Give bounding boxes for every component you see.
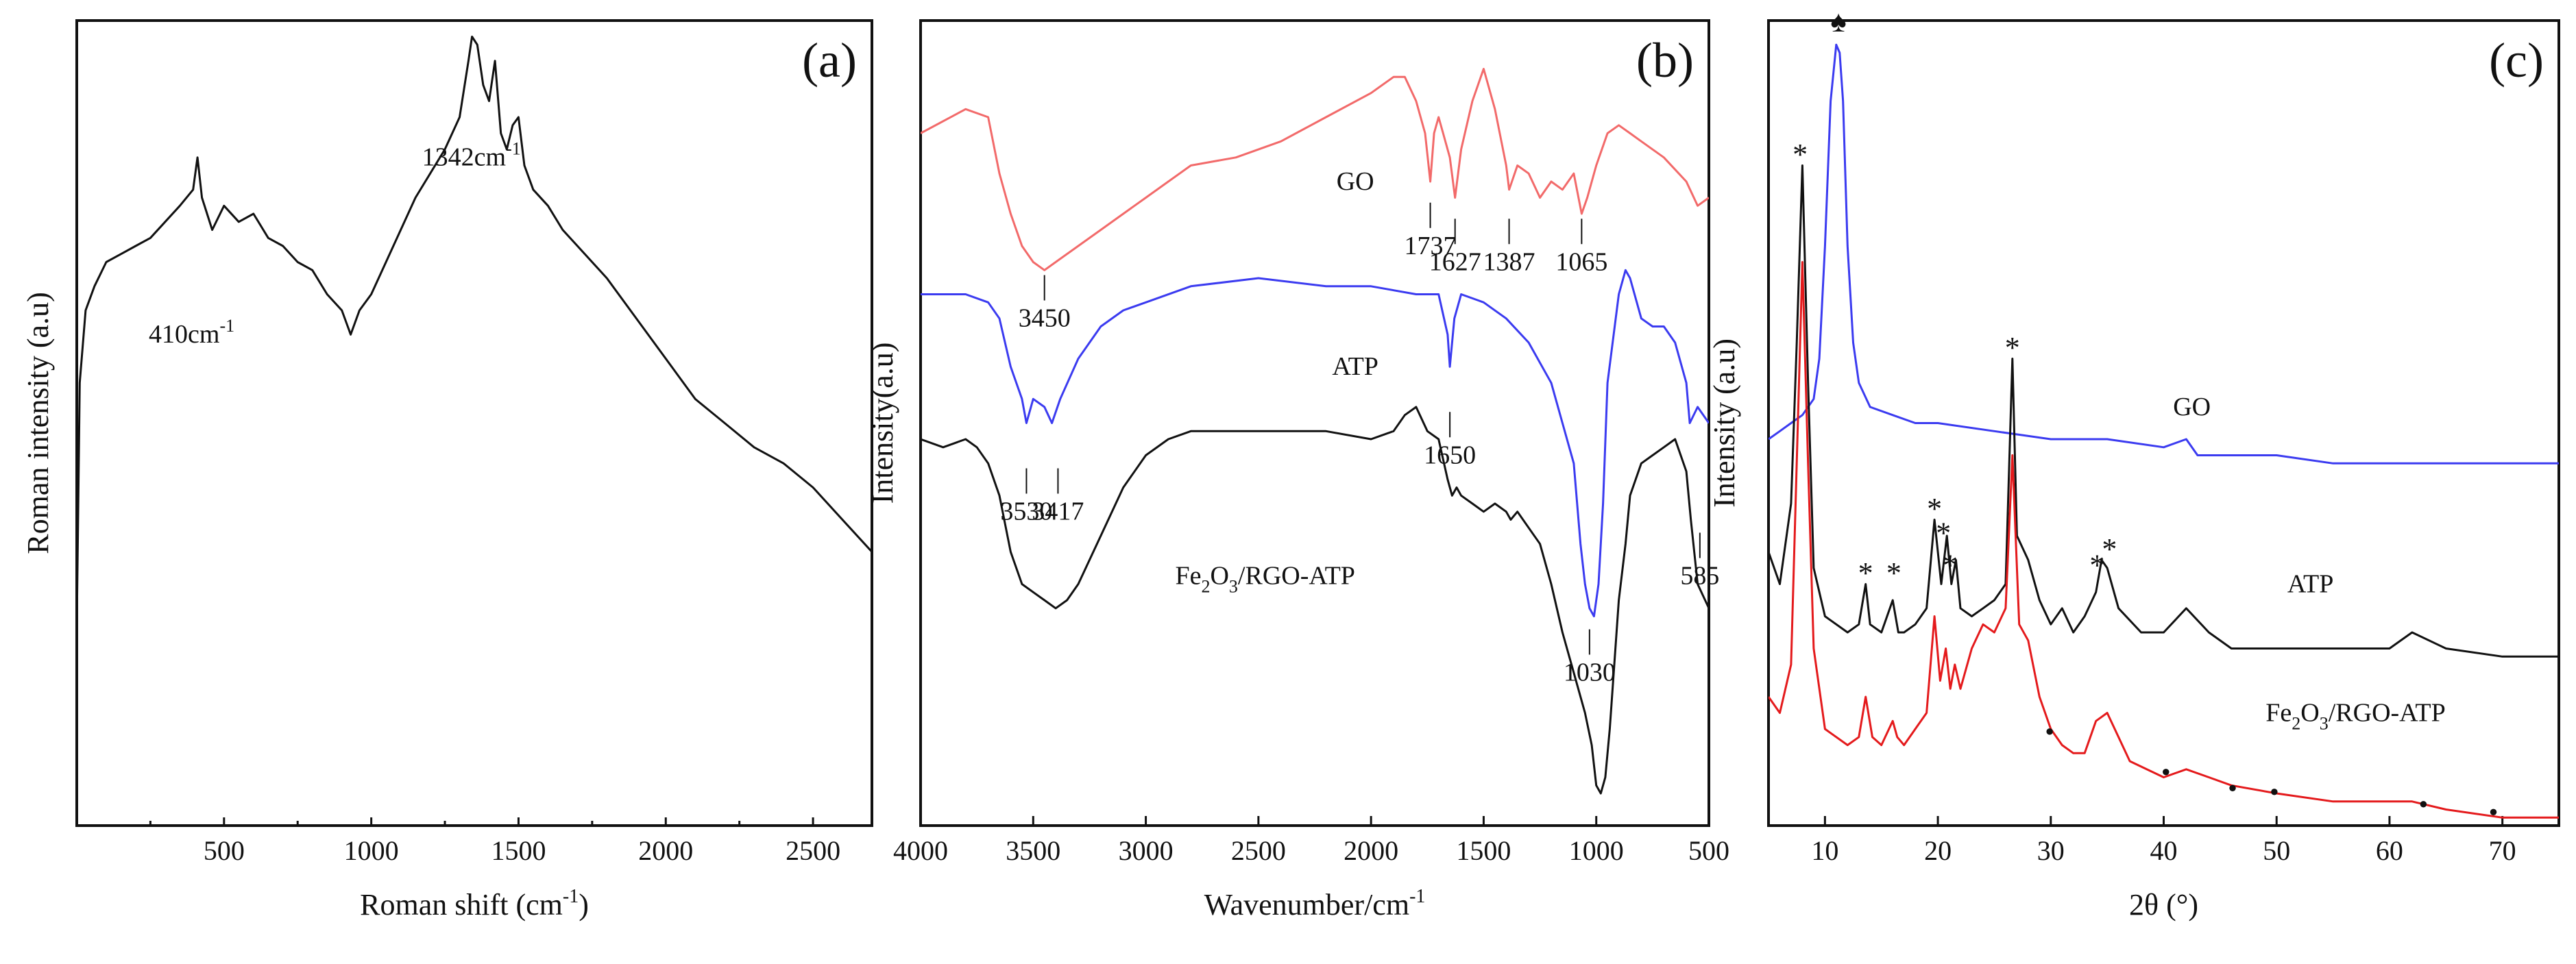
series-line-fe2o3-rgo-atp bbox=[921, 406, 1709, 795]
peak-marker: ● bbox=[2270, 782, 2279, 800]
series-group bbox=[1769, 43, 2559, 819]
peak-label: 1627 bbox=[1429, 247, 1481, 276]
curve-label: ATP bbox=[2287, 569, 2334, 598]
peak-marker: * bbox=[1927, 492, 1942, 526]
series-group bbox=[77, 36, 872, 625]
x-tick-label: 4000 bbox=[893, 835, 948, 866]
x-tick-label: 500 bbox=[1688, 835, 1729, 866]
x-axis-label: 2θ (°) bbox=[2129, 888, 2198, 922]
peak-marker: * bbox=[1943, 548, 1958, 582]
x-tick-label: 2000 bbox=[1344, 835, 1398, 866]
plot-frame-b bbox=[919, 19, 1710, 827]
series-line-go bbox=[1769, 43, 2559, 465]
peak-label: 1030 bbox=[1564, 658, 1616, 687]
x-tick-label: 2000 bbox=[638, 835, 693, 866]
x-tick-label: 3500 bbox=[1006, 835, 1060, 866]
x-axis-label: Wavenumber/cm-1 bbox=[1204, 886, 1426, 922]
x-tick-label: 20 bbox=[1924, 835, 1952, 866]
peak-marker: ● bbox=[2419, 795, 2428, 812]
peak-label: 1065 bbox=[1555, 247, 1607, 276]
x-tick-label: 2500 bbox=[786, 835, 840, 866]
x-tick-label: 10 bbox=[1811, 835, 1838, 866]
peak-marker: * bbox=[2005, 331, 2020, 364]
x-tick-label: 40 bbox=[2150, 835, 2178, 866]
x-tick-label: 1500 bbox=[1456, 835, 1511, 866]
panel-label: (a) bbox=[802, 33, 857, 88]
peak-marker: ● bbox=[2228, 778, 2237, 795]
peak-marker: ● bbox=[2045, 722, 2054, 739]
panel-a: 500 1000 1500 2000 2500 Roman shift (cm-1) Rom… bbox=[21, 19, 873, 922]
x-tick-label: 60 bbox=[2376, 835, 2403, 866]
peak-marker: * bbox=[1936, 516, 1951, 549]
y-axis-label: Roman intensity (a.u) bbox=[21, 292, 55, 554]
peak-label: 1650 bbox=[1424, 441, 1476, 469]
x-tick-label: 3000 bbox=[1119, 835, 1174, 866]
x-tick-label: 30 bbox=[2037, 835, 2065, 866]
peak-label: 585 bbox=[1680, 562, 1719, 591]
curve-label: GO bbox=[1337, 167, 1374, 196]
x-tick-label: 500 bbox=[204, 835, 245, 866]
panel-b: 4000 3500 3000 2500 2000 1500 1000 500 Wavenumbe… bbox=[866, 19, 1729, 922]
curve-label: Fe2O3/RGO-ATP bbox=[1175, 562, 1354, 597]
series-line-atp bbox=[921, 269, 1709, 617]
peak-marker: * bbox=[1858, 556, 1873, 590]
x-axis-label: Roman shift (cm-1) bbox=[360, 886, 589, 922]
panel-label: (c) bbox=[2489, 33, 2544, 88]
x-tick-label: 50 bbox=[2263, 835, 2290, 866]
x-tick-label: 2500 bbox=[1231, 835, 1286, 866]
series-line-raman bbox=[77, 36, 872, 625]
series-line-go bbox=[921, 68, 1709, 271]
series-group bbox=[921, 68, 1709, 795]
panel-c: 10 20 30 40 50 60 70 2θ (°) Intensity (a.u) (c) GO… bbox=[1708, 5, 2560, 922]
series-line-fe2o3-rgo-atp bbox=[1769, 261, 2559, 819]
series-line-atp bbox=[1769, 164, 2559, 658]
peak-marker: * bbox=[2102, 532, 2117, 566]
panel-label: (b) bbox=[1636, 33, 1694, 88]
curve-label: Fe2O3/RGO-ATP bbox=[2265, 698, 2445, 733]
peak-label: 3417 bbox=[1032, 497, 1084, 526]
peak-annotation: 1342cm-1 bbox=[422, 139, 521, 172]
peak-marker: ● bbox=[2161, 763, 2170, 780]
x-tick-label: 70 bbox=[2489, 835, 2516, 866]
curve-label: GO bbox=[2173, 393, 2211, 421]
peak-marker: ● bbox=[2489, 803, 2498, 820]
plot-frame-a bbox=[75, 19, 873, 827]
peak-label: 1387 bbox=[1483, 247, 1535, 276]
peak-marker: * bbox=[1793, 138, 1808, 171]
peak-label: 1737 bbox=[1405, 232, 1457, 260]
peak-label: 3530 bbox=[1000, 497, 1052, 526]
curve-label: ATP bbox=[1332, 352, 1378, 381]
peak-marker: * bbox=[1886, 556, 1901, 590]
y-axis-label: Intensity(a.u) bbox=[866, 343, 899, 504]
peak-marker: ♠ bbox=[1830, 5, 1846, 38]
x-tick-label: 1500 bbox=[491, 835, 546, 866]
y-axis-label: Intensity (a.u) bbox=[1708, 338, 1741, 508]
peak-marker: * bbox=[2089, 548, 2104, 582]
x-tick-label: 1000 bbox=[1569, 835, 1624, 866]
x-tick-label: 1000 bbox=[344, 835, 399, 866]
peak-label: 3450 bbox=[1019, 304, 1071, 333]
peak-annotation: 410cm-1 bbox=[149, 316, 234, 349]
